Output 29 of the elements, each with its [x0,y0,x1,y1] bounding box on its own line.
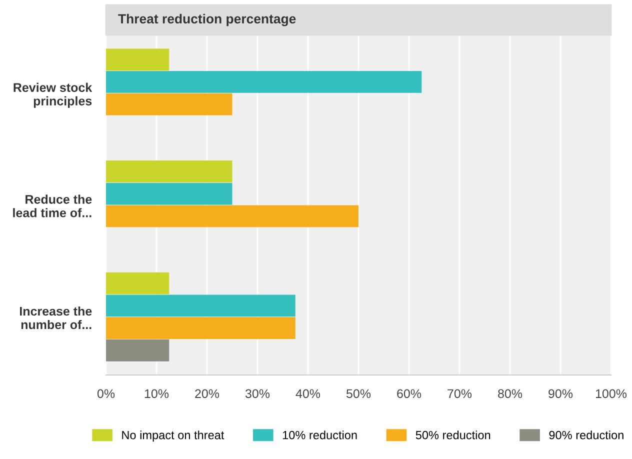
bar [106,205,358,228]
y-tick-label: Reduce the lead time of... [13,194,92,218]
bar [106,71,422,93]
y-tick-label: Review stock principles [14,82,92,108]
x-tick-label: 40% [296,389,320,398]
bar [106,294,296,317]
x-tick-label: 30% [245,389,270,398]
chart-title: Threat reduction percentage [118,14,296,26]
x-tick-label: 50% [346,389,371,398]
x-tick-label: 0% [97,389,115,398]
bar [106,272,170,294]
x-tick-label: 10% [144,389,169,398]
bar [106,182,232,205]
x-tick-label: 70% [448,389,472,398]
legend-label: 50% reduction [416,430,490,440]
bar [106,339,170,362]
legend-label: 90% reduction [549,430,624,440]
x-tick-label: 60% [397,389,422,398]
bar [106,160,232,182]
legend-label: No impact on threat [122,430,224,442]
x-tick-label: 20% [195,389,220,398]
x-tick-label: 90% [548,389,573,398]
y-tick-label: Increase the number of... [20,306,92,330]
bar [106,48,170,71]
bar [106,317,296,339]
x-tick-label: 80% [498,389,522,398]
bar [106,93,232,116]
x-tick-label: 100% [596,389,627,398]
legend-label: 10% reduction [282,430,357,440]
